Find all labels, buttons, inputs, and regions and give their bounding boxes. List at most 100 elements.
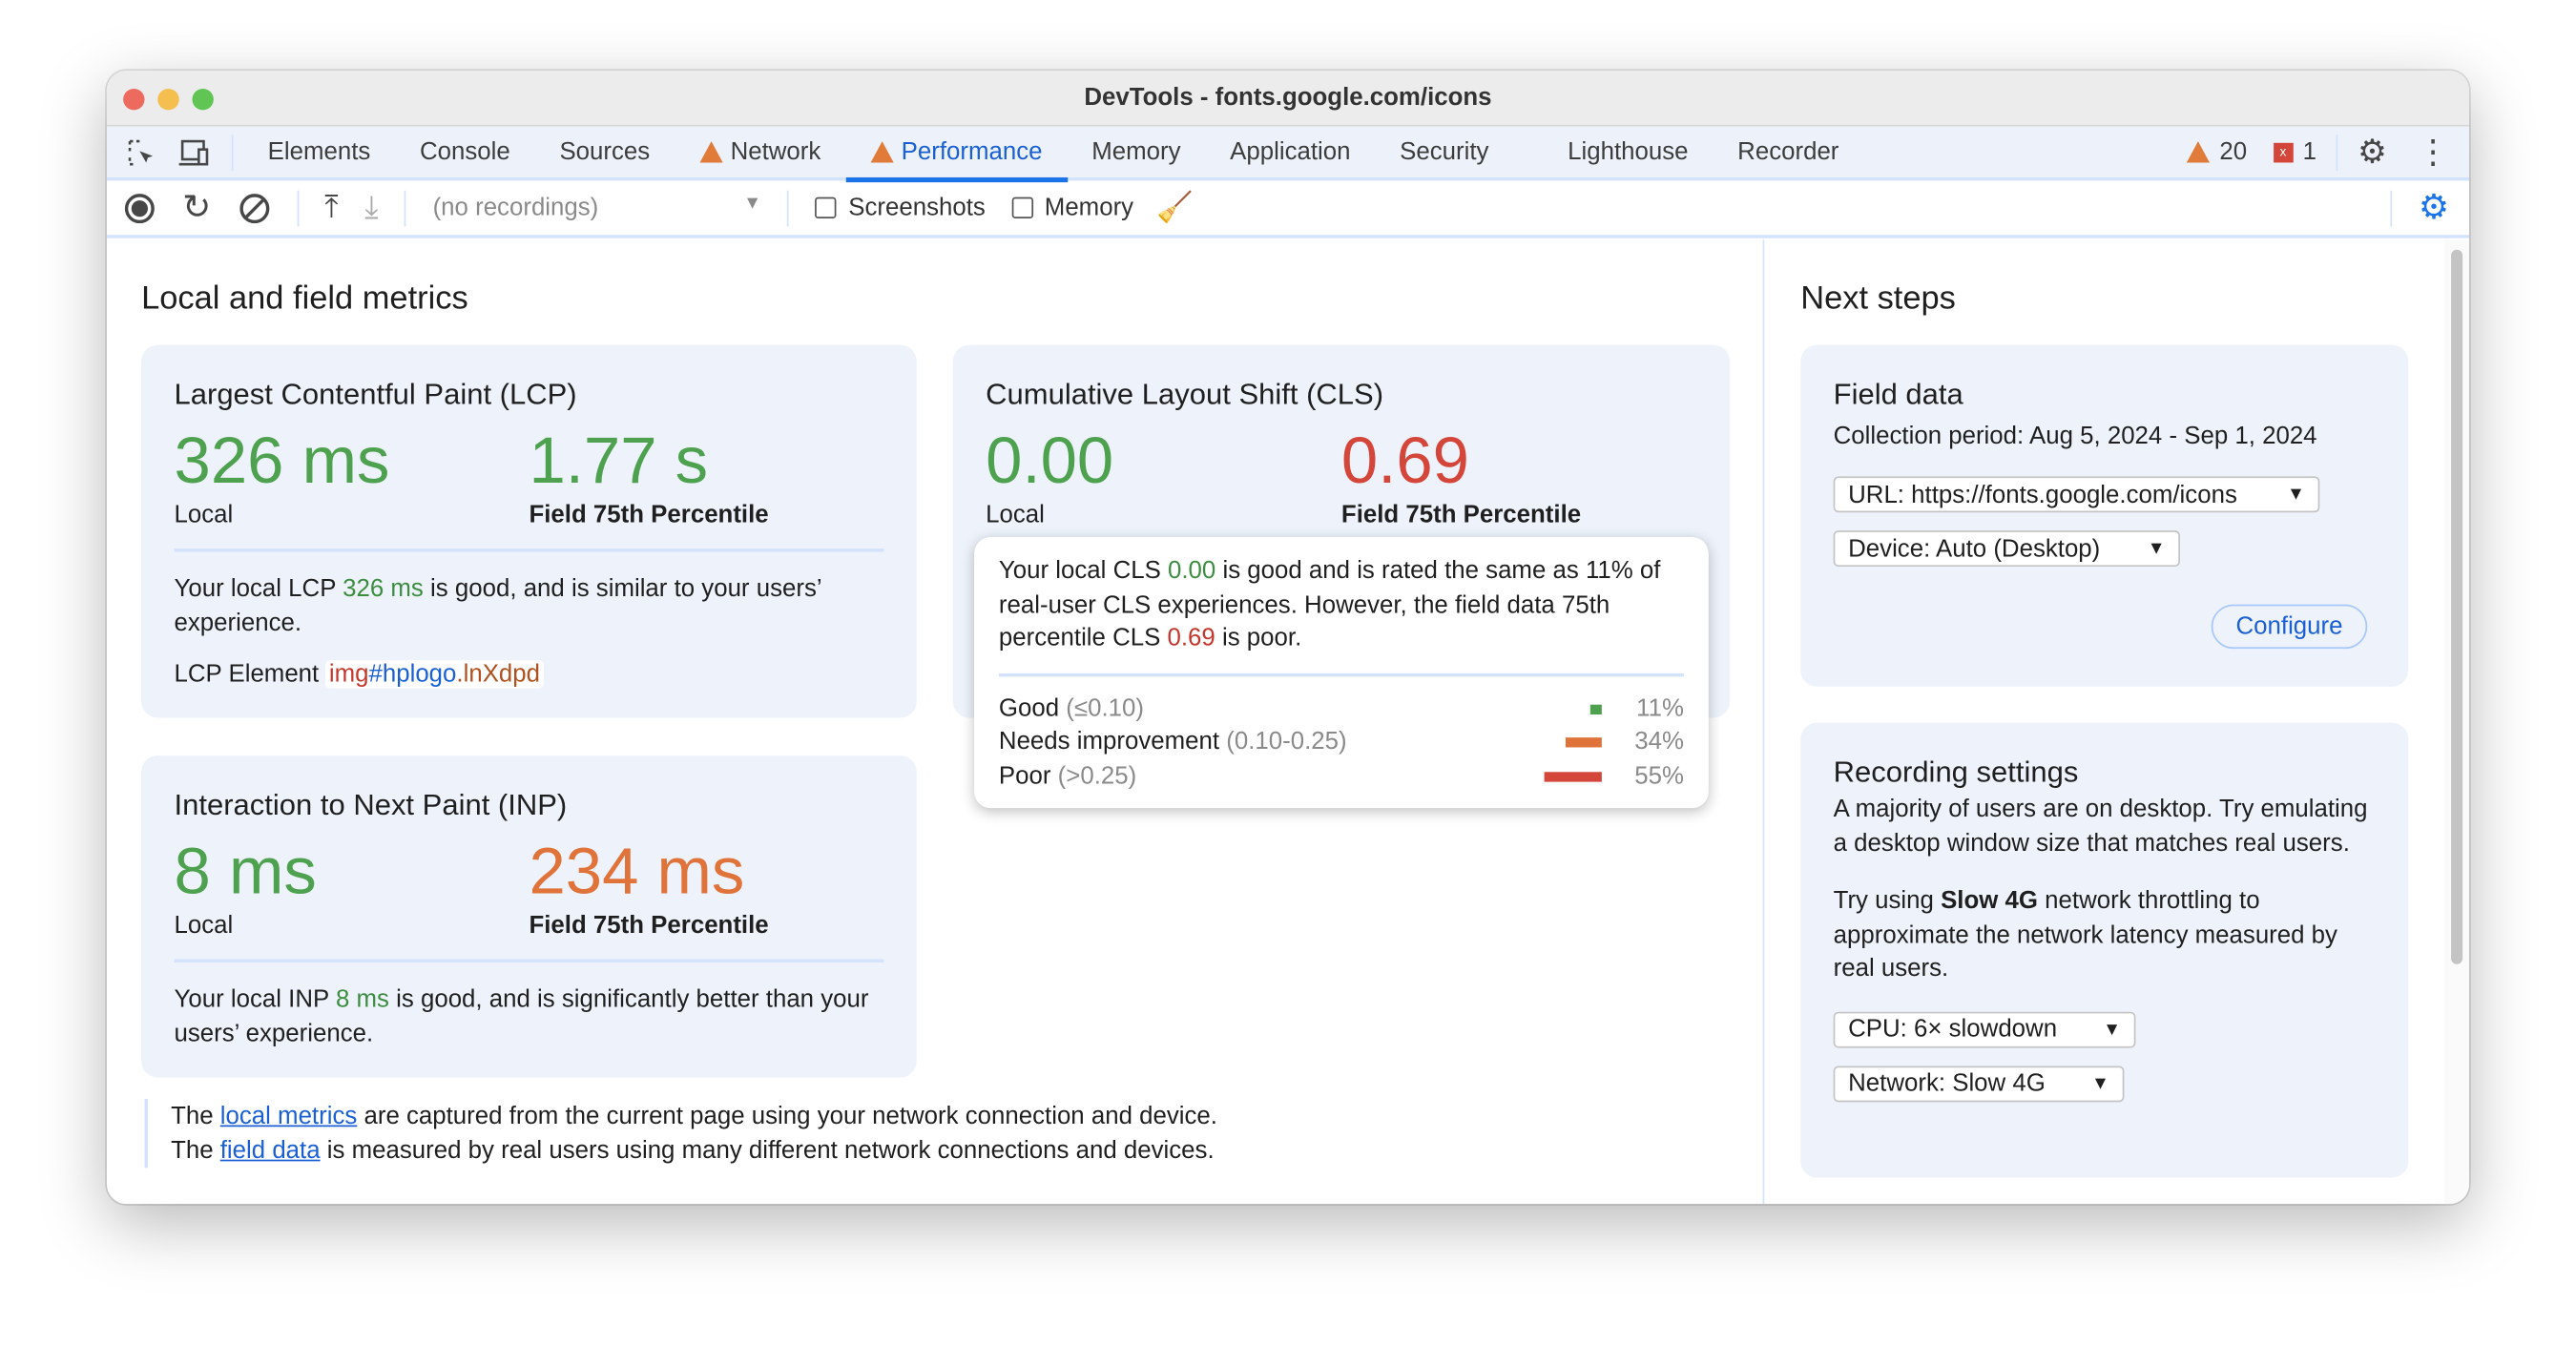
devtools-window: DevTools - fonts.google.com/icons Elemen… bbox=[106, 71, 2470, 1205]
screenshots-label: Screenshots bbox=[848, 194, 986, 222]
tab-lighthouse[interactable]: Lighthouse bbox=[1543, 125, 1713, 179]
tab-security[interactable]: Security bbox=[1375, 125, 1513, 179]
cls-tooltip: Your local CLS 0.00 is good and is rated… bbox=[974, 537, 1709, 809]
recording-settings-card: Recording settings A majority of users a… bbox=[1800, 722, 2409, 1178]
inp-field-value: 234 ms bbox=[529, 836, 745, 909]
scrollbar[interactable] bbox=[2444, 239, 2470, 1205]
cls-local-value: 0.00 bbox=[986, 424, 1114, 498]
tab-label: Network bbox=[730, 137, 821, 166]
distribution-bar bbox=[1589, 704, 1602, 714]
distribution-bar bbox=[1566, 737, 1602, 748]
rating-percent: 34% bbox=[1634, 727, 1684, 756]
next-steps-panel: Next steps Field data Collection period:… bbox=[1766, 239, 2444, 1204]
lcp-title: Largest Contentful Paint (LCP) bbox=[174, 378, 577, 411]
next-steps-title: Next steps bbox=[1800, 280, 1956, 318]
download-icon: ⤓ bbox=[364, 189, 379, 225]
tab-label: Performance bbox=[901, 137, 1043, 166]
clear-icon[interactable] bbox=[238, 192, 270, 224]
lcp-element-label: LCP Element bbox=[174, 660, 320, 689]
inp-card: Interaction to Next Paint (INP) 8 ms Loca… bbox=[141, 755, 917, 1078]
network-advice: Try using Slow 4G network throttling to … bbox=[1833, 886, 2337, 983]
lcp-local-value: 326 ms bbox=[174, 424, 390, 498]
local-label: Local bbox=[174, 501, 234, 529]
field-label: Field 75th Percentile bbox=[529, 911, 769, 940]
memory-checkbox[interactable] bbox=[1011, 197, 1033, 219]
local-metrics-link[interactable]: local metrics bbox=[219, 1102, 358, 1130]
record-icon[interactable] bbox=[123, 192, 156, 224]
local-label: Local bbox=[174, 911, 234, 940]
warning-icon bbox=[698, 141, 722, 163]
warning-icon[interactable] bbox=[2186, 141, 2211, 163]
warning-count[interactable]: 20 bbox=[2219, 137, 2248, 166]
tab-console[interactable]: Console bbox=[395, 125, 534, 179]
settings-gear-icon[interactable]: ⚙ bbox=[2358, 134, 2387, 172]
cls-field-value: 0.69 bbox=[1340, 424, 1469, 498]
field-data-link[interactable]: field data bbox=[219, 1136, 321, 1165]
tab-label: Recorder bbox=[1737, 137, 1839, 166]
garbage-collect-broom-icon[interactable]: 🧹 bbox=[1156, 190, 1194, 224]
tab-label: Application bbox=[1230, 137, 1351, 166]
rating-range: (≤0.10) bbox=[1066, 693, 1144, 722]
lcp-field-value: 1.77 s bbox=[529, 424, 709, 498]
local-label: Local bbox=[986, 501, 1045, 529]
tab-performance[interactable]: Performance bbox=[845, 125, 1068, 183]
panel-tabs: Elements Console Sources Network Performance… bbox=[106, 125, 2470, 183]
cpu-throttling-select[interactable]: CPU: 6× slowdown ▼ bbox=[1833, 1010, 2136, 1047]
window-title: DevTools - fonts.google.com/icons bbox=[1084, 83, 1492, 113]
tab-network[interactable]: Network bbox=[675, 125, 845, 179]
lcp-element-link[interactable]: img#hplogo.lnXdpd bbox=[325, 660, 544, 689]
collection-period: Collection period: Aug 5, 2024 - Sep 1, … bbox=[1833, 422, 2317, 450]
zoom-window-button[interactable] bbox=[192, 88, 214, 111]
reload-record-icon[interactable]: ↻ bbox=[182, 189, 212, 227]
metrics-note: The local metrics are captured from the … bbox=[144, 1098, 1217, 1169]
chevron-down-icon: ▼ bbox=[2103, 1019, 2121, 1040]
rating-label: Poor bbox=[998, 761, 1051, 790]
tab-label: Security bbox=[1400, 137, 1489, 166]
warning-icon bbox=[869, 141, 894, 163]
tab-sources[interactable]: Sources bbox=[535, 125, 675, 179]
rating-label: Good bbox=[998, 693, 1060, 722]
lcp-card: Largest Contentful Paint (LCP) 326 ms Loc… bbox=[141, 344, 917, 718]
tab-elements[interactable]: Elements bbox=[243, 125, 395, 179]
error-count[interactable]: 1 bbox=[2302, 137, 2316, 166]
tab-memory[interactable]: Memory bbox=[1067, 125, 1205, 179]
tab-recorder[interactable]: Recorder bbox=[1713, 125, 1863, 179]
rating-label: Needs improvement bbox=[998, 727, 1220, 756]
close-window-button[interactable] bbox=[123, 88, 145, 111]
capture-settings-gear-icon[interactable]: ⚙ bbox=[2418, 189, 2450, 227]
error-icon[interactable]: x bbox=[2273, 141, 2294, 162]
chevron-down-icon: ▼ bbox=[743, 194, 761, 214]
desktop-advice: A majority of users are on desktop. Try … bbox=[1833, 795, 2368, 857]
configure-button[interactable]: Configure bbox=[2211, 604, 2368, 650]
cls-title: Cumulative Layout Shift (CLS) bbox=[986, 378, 1384, 411]
inspect-element-icon[interactable] bbox=[116, 137, 166, 167]
rating-range: (0.10-0.25) bbox=[1226, 727, 1347, 756]
recordings-select[interactable]: (no recordings) ▼ bbox=[433, 194, 761, 221]
more-options-icon[interactable]: ⋮ bbox=[2416, 134, 2450, 172]
inp-title: Interaction to Next Paint (INP) bbox=[174, 788, 568, 821]
tab-application[interactable]: Application bbox=[1205, 125, 1375, 179]
chevron-down-icon: ▼ bbox=[2147, 538, 2166, 559]
upload-icon[interactable]: ⤒ bbox=[324, 189, 339, 225]
device-select[interactable]: Device: Auto (Desktop) ▼ bbox=[1833, 530, 2180, 568]
chevron-down-icon: ▼ bbox=[2091, 1073, 2109, 1093]
field-data-title: Field data bbox=[1833, 378, 1963, 411]
tooltip-text: Your local CLS 0.00 is good and is rated… bbox=[998, 556, 1661, 652]
rating-percent: 55% bbox=[1634, 761, 1684, 790]
screenshots-checkbox[interactable] bbox=[815, 197, 838, 219]
metrics-panel: Local and field metrics Largest Contentf… bbox=[107, 239, 1765, 1205]
recordings-select-value: (no recordings) bbox=[432, 194, 599, 222]
field-data-card: Field data Collection period: Aug 5, 202… bbox=[1800, 344, 2409, 687]
field-label: Field 75th Percentile bbox=[1340, 501, 1582, 529]
device-toolbar-icon[interactable] bbox=[166, 137, 222, 167]
url-select[interactable]: URL: https://fonts.google.com/icons ▼ bbox=[1833, 476, 2320, 513]
minimize-window-button[interactable] bbox=[157, 88, 179, 111]
recording-settings-title: Recording settings bbox=[1833, 755, 2079, 789]
tab-label: Sources bbox=[559, 137, 651, 166]
network-throttling-select[interactable]: Network: Slow 4G ▼ bbox=[1833, 1065, 2125, 1102]
rating-percent: 11% bbox=[1636, 693, 1684, 722]
field-label: Field 75th Percentile bbox=[529, 501, 769, 529]
tab-label: Elements bbox=[267, 137, 371, 166]
chevron-down-icon: ▼ bbox=[2287, 484, 2305, 505]
tab-label: Console bbox=[419, 137, 510, 166]
